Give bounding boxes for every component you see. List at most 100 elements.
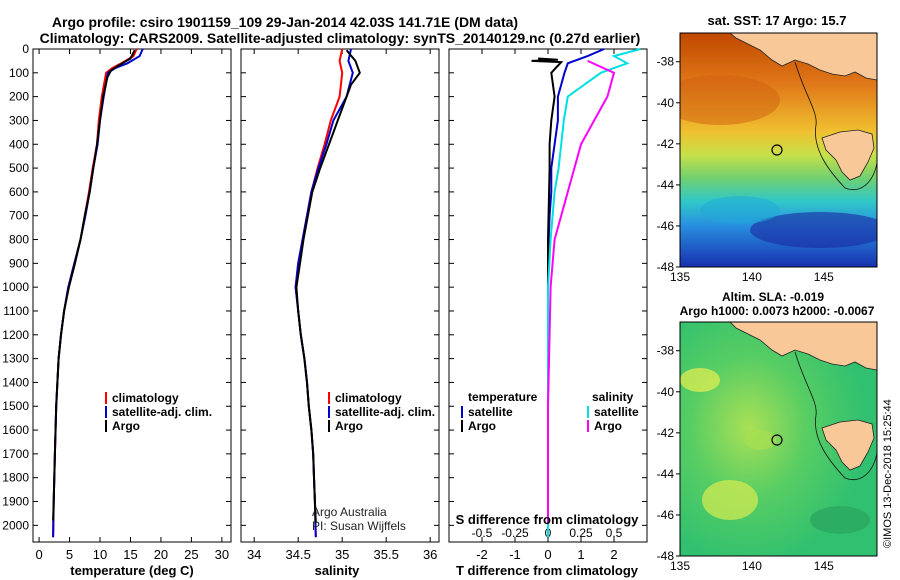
depth-tick-label: 1600 [2, 423, 29, 437]
lat-tick-label: -48 [657, 260, 675, 274]
lat-tick-label: -48 [657, 549, 675, 563]
depth-tick-label: 100 [9, 66, 29, 80]
s-diff-tick-label: 0.5 [606, 526, 623, 540]
x-tick-label: -1 [509, 547, 521, 562]
depth-tick-label: 300 [9, 113, 29, 127]
legend-satellite-label: satellite-adj. clim. [335, 405, 435, 419]
argo-line [52, 49, 136, 521]
sla-map [680, 322, 877, 556]
temperature-plot: 0 5 10 15 20 25 30 [35, 48, 229, 562]
figure-title-line1: Argo profile: csiro 1901159_109 29-Jan-2… [52, 14, 518, 30]
shelf-contour [794, 61, 877, 190]
temperature-panel-frame [32, 48, 232, 543]
salinity-axis-label: salinity [315, 563, 361, 578]
depth-tick-label: 200 [9, 90, 29, 104]
salinity-legend: climatology satellite-adj. clim. Argo [328, 391, 435, 433]
depth-tick-label: 1400 [2, 375, 29, 389]
depth-tick-label: 800 [9, 233, 29, 247]
tasmania-shape [821, 419, 875, 471]
s-diff-tick-label: -0.25 [501, 526, 529, 540]
climatology-line [52, 48, 138, 538]
argo-australia-credit: Argo Australia [312, 505, 387, 519]
difference-plot: -2 -1 0 1 2-0.5 -0.25 0 0.25 0.5 [472, 48, 641, 562]
lat-tick-label: -42 [657, 137, 675, 151]
s-difference-axis-label: S difference from climatology [456, 512, 640, 527]
salinity-plot: 34 34.5 35 35.5 36 [247, 48, 437, 562]
depth-tick-label: 1300 [2, 352, 29, 366]
lat-tick-label: -44 [657, 178, 675, 192]
depth-tick-label: 1800 [2, 471, 29, 485]
x-tick-label: 34 [247, 547, 261, 562]
depth-tick-label: 600 [9, 185, 29, 199]
x-tick-label: 2 [610, 547, 617, 562]
depth-tick-label: 1700 [2, 447, 29, 461]
temperature-legend: climatology satellite-adj. clim. Argo [105, 391, 212, 433]
legend-satellite-label: satellite-adj. clim. [112, 405, 212, 419]
sla-map-axes: 135 140 145 -38 -40 -42 -44 -46 -48 [657, 344, 834, 573]
legend-argo-label: Argo [335, 419, 363, 433]
x-tick-label: 1 [577, 547, 584, 562]
sla-map-title-line1: Altim. SLA: -0.019 [722, 290, 824, 304]
x-tick-label: 20 [154, 547, 168, 562]
x-tick-label: 10 [93, 547, 107, 562]
s-argo-diff-line [547, 59, 616, 523]
lat-tick-label: -42 [657, 426, 675, 440]
lat-tick-label: -46 [657, 508, 675, 522]
x-tick-label: 36 [423, 547, 437, 562]
lon-tick-label: 145 [814, 559, 834, 573]
depth-tick-label: 900 [9, 256, 29, 270]
lat-tick-label: -40 [657, 96, 675, 110]
depth-tick-label: 1200 [2, 328, 29, 342]
sst-map [680, 33, 877, 267]
depth-axis: 0 100 200 300 400 500 600 700 800 900 1000 1100 1200… [2, 42, 647, 532]
sla-map-title-line2: Argo h1000: 0.0073 h2000: -0.0067 [680, 304, 875, 318]
legend-temperature-title: temperature [468, 390, 538, 404]
imos-credit: ©IMOS 13-Dec-2018 15:25:44 [882, 399, 894, 548]
lat-tick-label: -46 [657, 219, 675, 233]
legend-s-argo-label: Argo [594, 419, 622, 433]
x-tick-label: 30 [215, 547, 229, 562]
mainland-australia-shape [729, 33, 877, 81]
s-diff-tick-label: 0.25 [569, 526, 593, 540]
salinity-panel-frame [240, 48, 440, 543]
x-tick-label: 0 [35, 547, 42, 562]
x-tick-label: 35 [335, 547, 349, 562]
legend-climatology-label: climatology [112, 391, 179, 405]
x-tick-label: 5 [66, 547, 73, 562]
legend-t-satellite-label: satellite [468, 405, 513, 419]
difference-legend: temperature satellite Argo salinity sate… [461, 390, 639, 433]
profile-location-marker [771, 144, 783, 156]
sst-map-frame [679, 32, 878, 268]
lat-tick-label: -38 [657, 344, 675, 358]
depth-tick-label: 500 [9, 161, 29, 175]
depth-tick-label: 0 [22, 42, 29, 56]
t-satellite-diff-line [547, 48, 605, 538]
sst-map-axes: 135 140 145 -38 -40 -42 -44 -46 -48 [657, 55, 834, 284]
t-difference-axis-label: T difference from climatology [456, 563, 639, 578]
profile-location-marker [771, 434, 783, 446]
lon-tick-label: 140 [742, 559, 762, 573]
x-tick-label: 34.5 [286, 547, 311, 562]
pi-credit: PI: Susan Wijffels [312, 519, 406, 533]
x-tick-label: -2 [476, 547, 488, 562]
legend-t-argo-label: Argo [468, 419, 496, 433]
lat-tick-label: -44 [657, 467, 675, 481]
depth-tick-label: 1000 [2, 280, 29, 294]
legend-salinity-title: salinity [592, 390, 634, 404]
depth-tick-label: 1100 [3, 304, 29, 318]
depth-tick-label: 1500 [2, 399, 29, 413]
shelf-contour [794, 351, 877, 480]
x-tick-label: 15 [123, 547, 137, 562]
legend-argo-label: Argo [112, 419, 140, 433]
climatology-line [294, 48, 344, 538]
figure-title-line2: Climatology: CARS2009. Satellite-adjuste… [40, 30, 641, 46]
x-tick-label: 35.5 [374, 547, 399, 562]
x-tick-label: 0 [544, 547, 551, 562]
lat-tick-label: -38 [657, 55, 675, 69]
lon-tick-label: 135 [670, 270, 690, 284]
argo-line [295, 49, 361, 523]
legend-s-satellite-label: satellite [594, 405, 639, 419]
legend-climatology-label: climatology [335, 391, 402, 405]
depth-tick-label: 400 [9, 137, 29, 151]
